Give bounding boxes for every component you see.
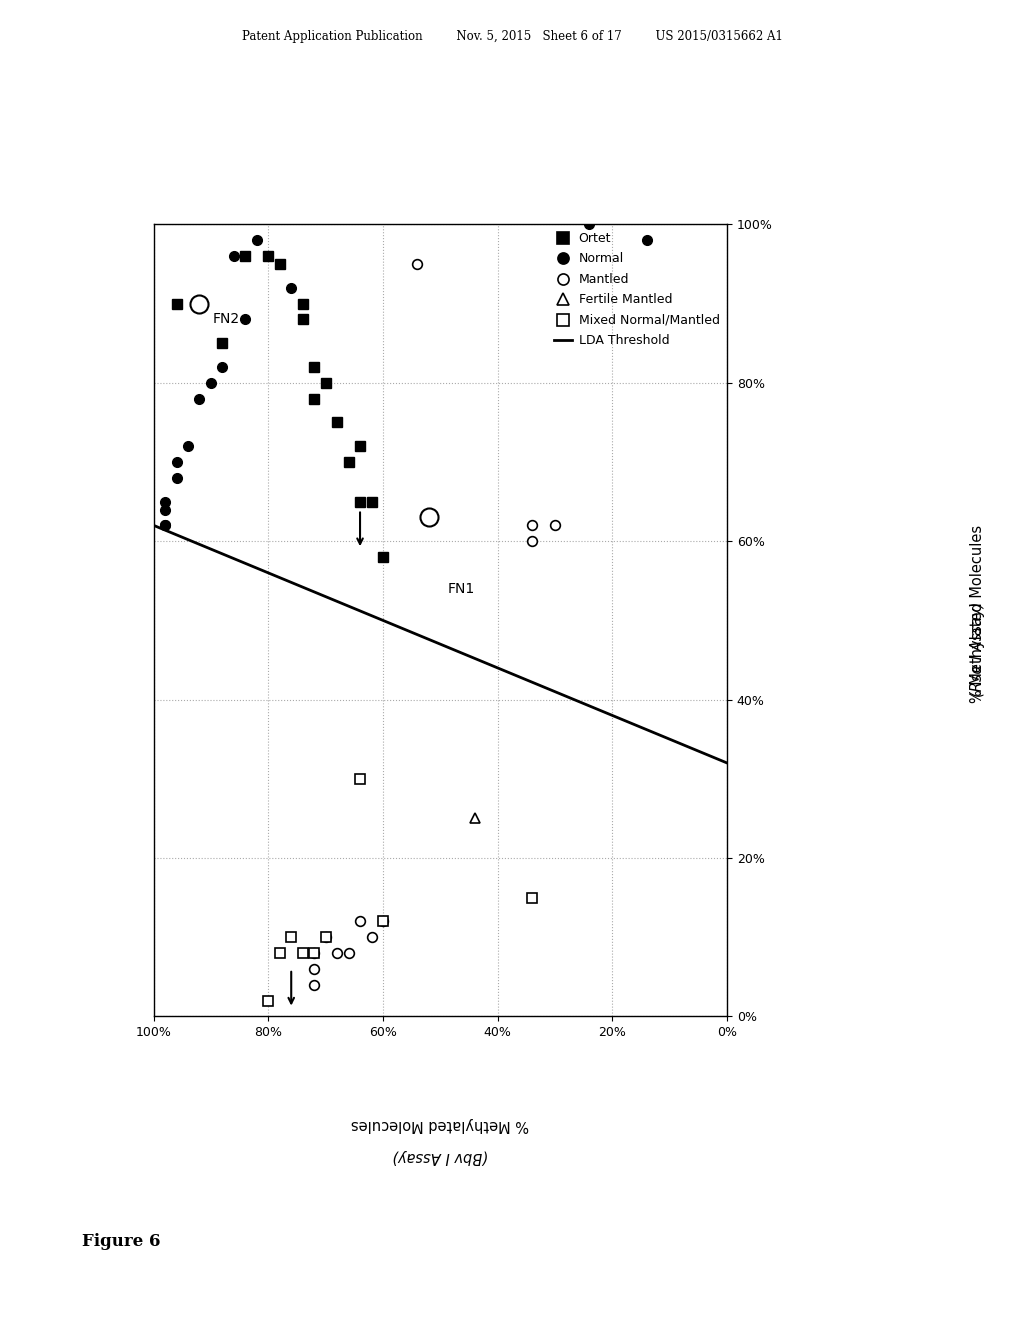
- Legend: Ortet, Normal, Mantled, Fertile Mantled, Mixed Normal/Mantled, LDA Threshold: Ortet, Normal, Mantled, Fertile Mantled,…: [549, 227, 725, 352]
- Text: (Rsα I Assay): (Rsα I Assay): [971, 602, 985, 697]
- Text: FN2: FN2: [213, 313, 240, 326]
- Text: FN1: FN1: [447, 582, 475, 595]
- Text: % Methylated Molecules: % Methylated Molecules: [351, 1117, 529, 1133]
- Text: (Bbv I Assay): (Bbv I Assay): [392, 1148, 488, 1164]
- Text: Figure 6: Figure 6: [82, 1233, 161, 1250]
- Text: % Methylated Molecules: % Methylated Molecules: [971, 525, 985, 702]
- Text: Patent Application Publication         Nov. 5, 2015   Sheet 6 of 17         US 2: Patent Application Publication Nov. 5, 2…: [242, 30, 782, 44]
